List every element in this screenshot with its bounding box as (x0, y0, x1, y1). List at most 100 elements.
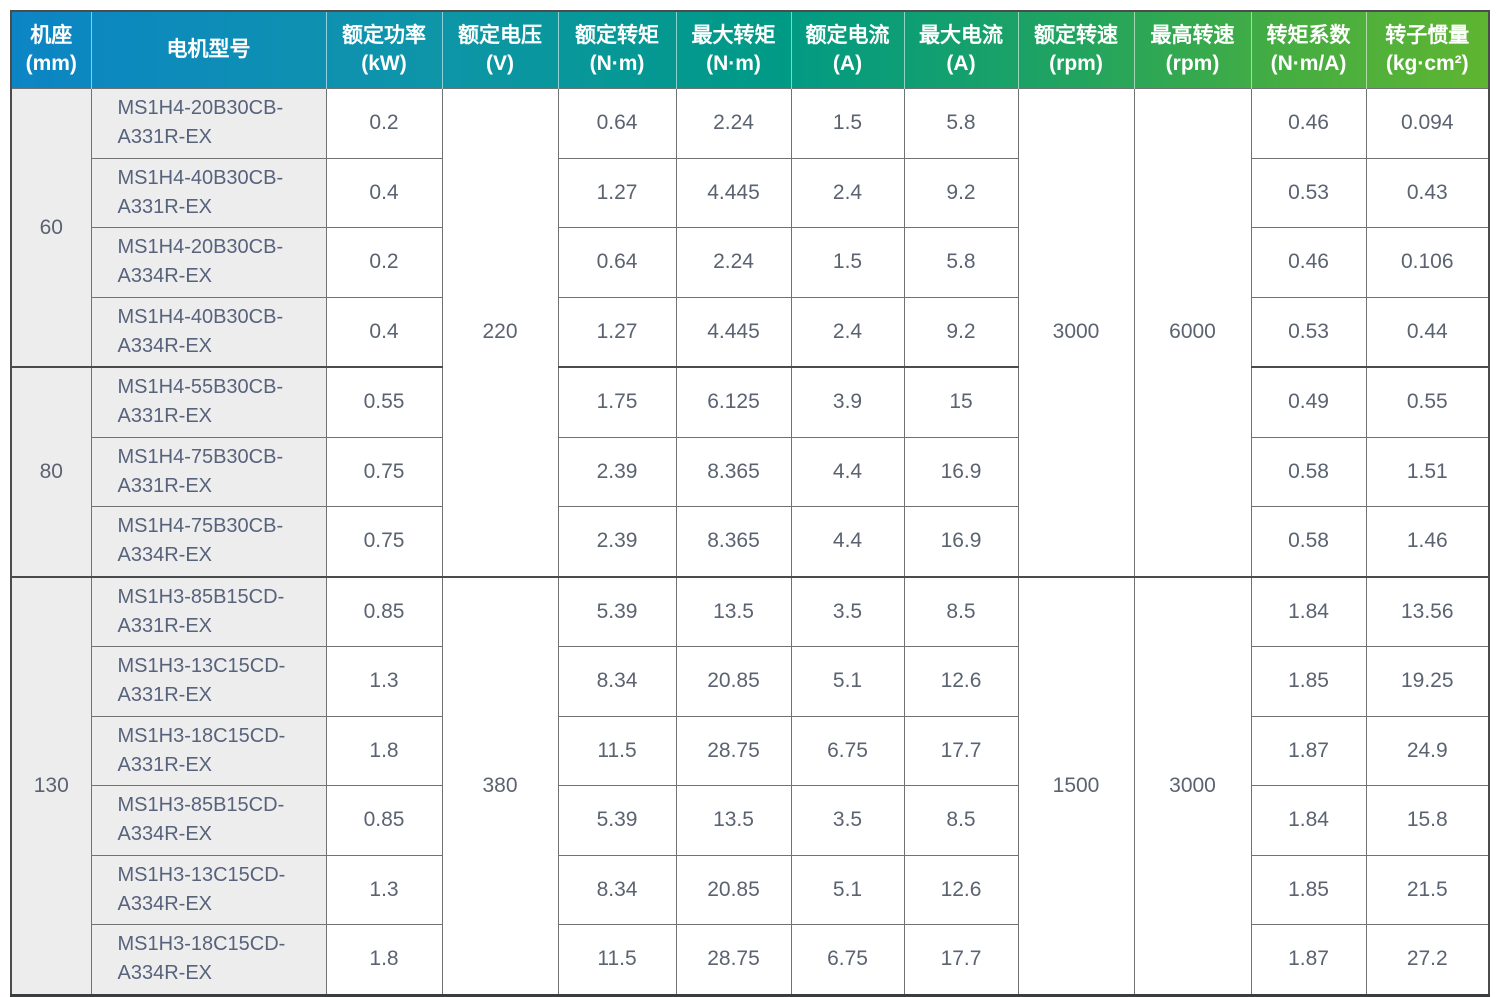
max-current-cell: 17.7 (903, 924, 1019, 996)
model-cell: MS1H4-55B30CB-A331R-EX (90, 366, 327, 438)
max-torque-cell: 2.24 (675, 88, 792, 159)
table-header: 机座 (mm) 电机型号 额定功率 (kW) 额定电压 (V) 额定转矩 (N·m) 最… (11, 11, 1489, 89)
table-row: MS1H3-18C15CD-A334R-EX 1.8 11.5 28.75 6.… (11, 924, 1490, 996)
rated-speed-cell: 3000 (1017, 88, 1135, 577)
power-cell: 1.8 (325, 924, 443, 996)
max-torque-cell: 8.365 (675, 436, 792, 507)
model-cell: MS1H4-40B30CB-A331R-EX (90, 157, 327, 228)
torque-coeff-cell: 1.87 (1250, 924, 1367, 996)
max-current-cell: 16.9 (903, 506, 1019, 577)
torque-coeff-cell: 0.46 (1250, 227, 1367, 298)
table-row: 130 MS1H3-85B15CD-A331R-EX 0.85 380 5.39… (10, 575, 1490, 996)
torque-coeff-cell: 1.84 (1250, 785, 1367, 856)
rotor-inertia-cell: 0.094 (1365, 88, 1490, 159)
max-current-cell: 9.2 (903, 157, 1019, 228)
header-max-current: 最大电流 (A) (903, 11, 1018, 89)
table-row: MS1H4-40B30CB-A334R-EX 0.4 1.27 4.445 2.… (11, 296, 1490, 368)
rotor-inertia-cell: 27.2 (1365, 924, 1490, 996)
rated-current-cell: 5.1 (790, 854, 905, 925)
max-torque-cell: 20.85 (675, 854, 792, 925)
max-current-cell: 17.7 (903, 715, 1019, 786)
header-model: 电机型号 (90, 11, 326, 89)
torque-coeff-cell: 0.49 (1250, 366, 1367, 438)
power-cell: 0.2 (325, 227, 443, 298)
voltage-cell: 380 (441, 575, 559, 996)
rated-current-cell: 4.4 (790, 506, 905, 577)
model-cell: MS1H4-40B30CB-A334R-EX (90, 296, 327, 368)
rated-current-cell: 3.9 (790, 366, 905, 438)
header-frame: 机座 (mm) (25, 23, 77, 75)
rotor-inertia-cell: 0.106 (1365, 227, 1490, 298)
rated-torque-cell: 1.27 (557, 157, 677, 228)
max-current-cell: 12.6 (903, 646, 1019, 717)
max-torque-cell: 13.5 (675, 785, 792, 856)
rated-current-cell: 2.4 (790, 296, 905, 368)
rated-torque-cell: 8.34 (557, 646, 677, 717)
model-cell: MS1H4-75B30CB-A334R-EX (90, 506, 327, 577)
torque-coeff-cell: 0.53 (1250, 157, 1367, 228)
torque-coeff-cell: 0.58 (1250, 436, 1367, 507)
rated-torque-cell: 1.27 (557, 296, 677, 368)
table-row: 80 MS1H4-55B30CB-A331R-EX 0.55 1.75 6.12… (10, 366, 1490, 577)
rated-current-cell: 6.75 (790, 715, 905, 786)
rated-current-cell: 3.5 (790, 785, 905, 856)
power-cell: 0.4 (325, 296, 443, 368)
header-max-torque: 最大转矩 (N·m) (675, 11, 791, 89)
power-cell: 0.85 (325, 785, 443, 856)
rated-current-cell: 5.1 (790, 646, 905, 717)
table-row: MS1H3-13C15CD-A331R-EX 1.3 8.34 20.85 5.… (11, 646, 1490, 717)
torque-coeff-cell: 1.85 (1250, 854, 1367, 925)
power-cell: 0.75 (325, 506, 443, 577)
header-rated-power: 额定功率 (kW) (325, 11, 442, 89)
torque-coeff-cell: 0.46 (1250, 88, 1367, 159)
model-cell: MS1H4-20B30CB-A331R-EX (90, 88, 327, 159)
rotor-inertia-cell: 0.55 (1365, 366, 1490, 438)
torque-coeff-cell: 0.58 (1250, 506, 1367, 577)
rated-torque-cell: 0.64 (557, 227, 677, 298)
motor-spec-table: 机座 (mm) 电机型号 额定功率 (kW) 额定电压 (V) 额定转矩 (N·m) 最… (10, 10, 1490, 997)
max-torque-cell: 4.445 (675, 296, 792, 368)
header-rated-torque: 额定转矩 (N·m) (557, 11, 676, 89)
rated-current-cell: 4.4 (790, 436, 905, 507)
rated-torque-cell: 11.5 (557, 924, 677, 996)
rated-torque-cell: 11.5 (557, 715, 677, 786)
header-rated-current: 额定电流 (A) (790, 11, 904, 89)
max-torque-cell: 20.85 (675, 646, 792, 717)
max-speed-cell: 6000 (1133, 88, 1252, 577)
rated-current-cell: 2.4 (790, 157, 905, 228)
model-cell: MS1H4-75B30CB-A331R-EX (90, 436, 327, 507)
max-torque-cell: 28.75 (675, 924, 792, 996)
max-torque-cell: 6.125 (675, 366, 792, 438)
header-rotor-inertia: 转子惯量 (kg·cm²) (1365, 11, 1489, 89)
max-current-cell: 5.8 (903, 88, 1019, 159)
max-torque-cell: 13.5 (675, 575, 792, 647)
rotor-inertia-cell: 0.44 (1365, 296, 1490, 368)
power-cell: 1.8 (325, 715, 443, 786)
rated-current-cell: 1.5 (790, 88, 905, 159)
power-cell: 0.55 (325, 366, 443, 438)
table-row: MS1H3-85B15CD-A334R-EX 0.85 5.39 13.5 3.… (11, 785, 1490, 856)
rated-torque-cell: 2.39 (557, 506, 677, 577)
table-row: MS1H4-75B30CB-A334R-EX 0.75 2.39 8.365 4… (11, 506, 1490, 577)
max-current-cell: 15 (903, 366, 1019, 438)
rotor-inertia-cell: 21.5 (1365, 854, 1490, 925)
rated-current-cell: 1.5 (790, 227, 905, 298)
torque-coeff-cell: 1.87 (1250, 715, 1367, 786)
model-cell: MS1H3-18C15CD-A331R-EX (90, 715, 327, 786)
max-torque-cell: 4.445 (675, 157, 792, 228)
rated-current-cell: 3.5 (790, 575, 905, 647)
model-cell: MS1H3-18C15CD-A334R-EX (90, 924, 327, 996)
rated-torque-cell: 2.39 (557, 436, 677, 507)
rotor-inertia-cell: 13.56 (1365, 575, 1490, 647)
model-cell: MS1H3-13C15CD-A331R-EX (90, 646, 327, 717)
rotor-inertia-cell: 1.46 (1365, 506, 1490, 577)
model-cell: MS1H3-85B15CD-A331R-EX (90, 575, 327, 647)
rated-torque-cell: 5.39 (557, 785, 677, 856)
rated-torque-cell: 1.75 (557, 366, 677, 438)
model-cell: MS1H4-20B30CB-A334R-EX (90, 227, 327, 298)
table-body: 60 MS1H4-20B30CB-A331R-EX 0.2 220 0.64 2… (10, 88, 1490, 996)
max-current-cell: 16.9 (903, 436, 1019, 507)
model-cell: MS1H3-85B15CD-A334R-EX (90, 785, 327, 856)
rated-torque-cell: 8.34 (557, 854, 677, 925)
rotor-inertia-cell: 24.9 (1365, 715, 1490, 786)
